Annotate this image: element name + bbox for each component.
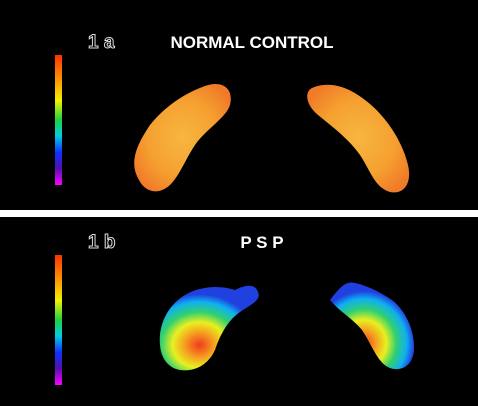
panel-label: 1 b [88,232,115,253]
divider [0,210,478,217]
figure: 1 a NORMAL CONTROL 1 b P S P [0,0,478,406]
panel-title: P S P [240,233,283,252]
color-bar [55,255,62,385]
panel-label: 1 a [88,32,115,53]
color-bar [55,55,62,185]
panel-title: NORMAL CONTROL [170,33,333,52]
